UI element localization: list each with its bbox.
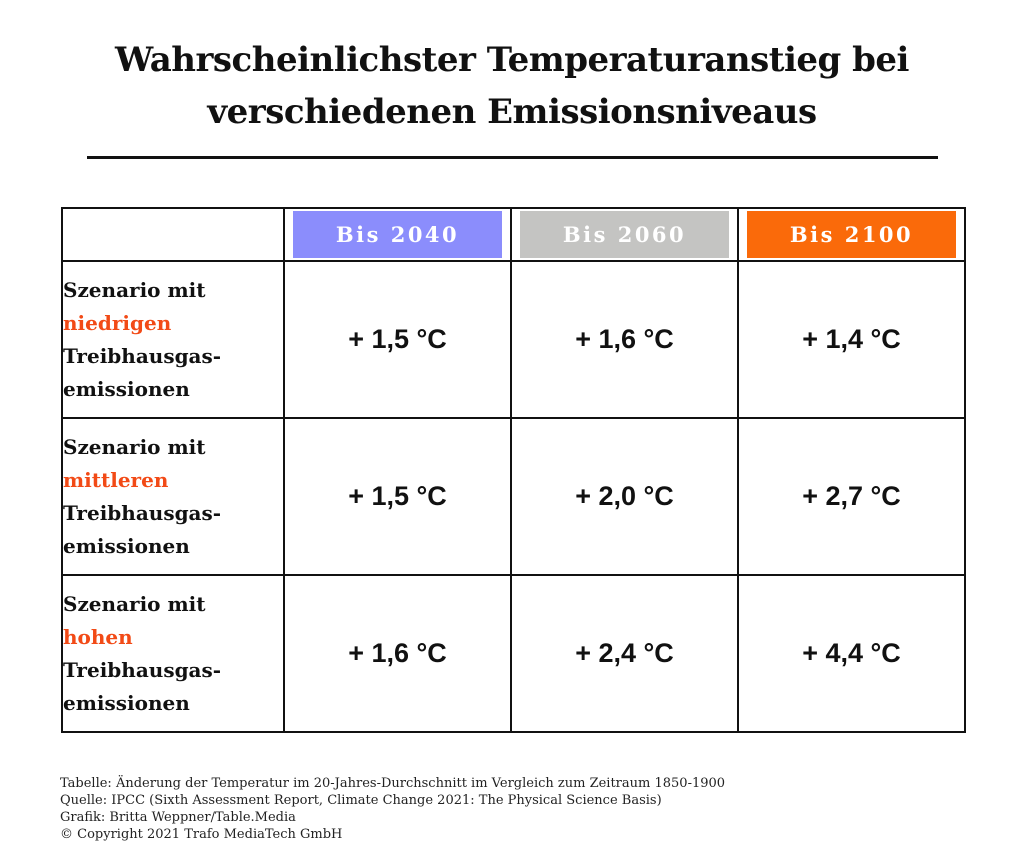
row-label-line-4: emissionen <box>63 533 190 558</box>
row-label-prefix: Szenario mit <box>63 277 206 302</box>
table-row-high-emissions: Szenario mit hohen Treibhausgas- emissio… <box>61 574 966 733</box>
row-label-low-emissions: Szenario mit niedrigen Treibhausgas- emi… <box>61 260 285 419</box>
table-row-low-emissions: Szenario mit niedrigen Treibhausgas- emi… <box>61 260 966 419</box>
row-label-level-hohen: hohen <box>63 624 133 649</box>
value-high-bis-2060: + 2,4 °C <box>510 574 739 733</box>
chart-title-line-2: verschiedenen Emissionsniveaus <box>207 92 817 132</box>
table-row-medium-emissions: Szenario mit mittleren Treibhausgas- emi… <box>61 417 966 576</box>
header-label-bis-2100: Bis 2100 <box>747 211 956 258</box>
row-label-prefix: Szenario mit <box>63 434 206 459</box>
row-label-prefix: Szenario mit <box>63 591 206 616</box>
title-divider <box>87 156 938 159</box>
chart-title: Wahrscheinlichster Temperaturanstieg bei… <box>60 34 964 138</box>
value-low-bis-2060: + 1,6 °C <box>510 260 739 419</box>
header-cell-bis-2040: Bis 2040 <box>283 207 512 262</box>
row-label-high-emissions: Szenario mit hohen Treibhausgas- emissio… <box>61 574 285 733</box>
value-low-bis-2100: + 1,4 °C <box>737 260 966 419</box>
footer-source: Quelle: IPCC (Sixth Assessment Report, C… <box>60 793 662 808</box>
header-cell-bis-2100: Bis 2100 <box>737 207 966 262</box>
row-label-medium-emissions: Szenario mit mittleren Treibhausgas- emi… <box>61 417 285 576</box>
row-label-line-4: emissionen <box>63 690 190 715</box>
row-label-line-3: Treibhausgas- <box>63 343 222 368</box>
value-medium-bis-2060: + 2,0 °C <box>510 417 739 576</box>
row-label-line-3: Treibhausgas- <box>63 500 222 525</box>
header-cell-bis-2060: Bis 2060 <box>510 207 739 262</box>
value-medium-bis-2040: + 1,5 °C <box>283 417 512 576</box>
value-low-bis-2040: + 1,5 °C <box>283 260 512 419</box>
row-label-line-3: Treibhausgas- <box>63 657 222 682</box>
header-empty-cell <box>61 207 285 262</box>
temperature-table: Bis 2040 Bis 2060 Bis 2100 Szenario mit … <box>61 207 966 733</box>
row-label-line-4: emissionen <box>63 376 190 401</box>
table-header-row: Bis 2040 Bis 2060 Bis 2100 <box>61 207 966 262</box>
footer-graphic-credit: Grafik: Britta Weppner/Table.Media <box>60 810 296 825</box>
footer-notes: Tabelle: Änderung der Temperatur im 20-J… <box>60 775 980 843</box>
row-label-level-niedrigen: niedrigen <box>63 310 172 335</box>
chart-title-line-1: Wahrscheinlichster Temperaturanstieg bei <box>115 40 909 80</box>
header-label-bis-2060: Bis 2060 <box>520 211 729 258</box>
value-high-bis-2040: + 1,6 °C <box>283 574 512 733</box>
footer-table-note: Tabelle: Änderung der Temperatur im 20-J… <box>60 776 726 791</box>
row-label-level-mittleren: mittleren <box>63 467 169 492</box>
value-high-bis-2100: + 4,4 °C <box>737 574 966 733</box>
header-label-bis-2040: Bis 2040 <box>293 211 502 258</box>
value-medium-bis-2100: + 2,7 °C <box>737 417 966 576</box>
footer-copyright: © Copyright 2021 Trafo MediaTech GmbH <box>60 827 343 842</box>
